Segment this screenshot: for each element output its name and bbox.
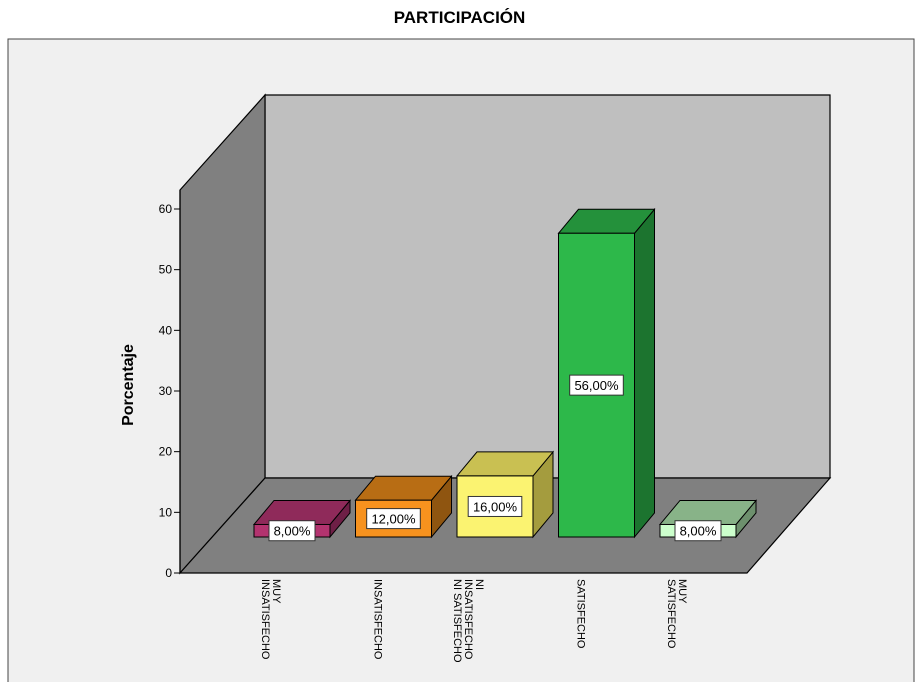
y-tick-label: 50: [159, 263, 173, 277]
data-label-box: [674, 520, 722, 542]
data-label: 8,00%: [274, 524, 311, 539]
x-tick-label: SATISFECHO: [575, 579, 587, 649]
data-label-box: [366, 508, 421, 530]
x-tick-label: INSATISFECHO: [372, 579, 384, 660]
y-tick-label: 40: [159, 323, 173, 337]
data-label-box: [268, 520, 316, 542]
y-axis-label: Porcentaje: [120, 344, 137, 426]
y-tick-label: 10: [159, 505, 173, 519]
x-tick-label: NI SATISFECHO: [451, 579, 463, 663]
data-label-box: [467, 495, 523, 517]
data-label: 8,00%: [680, 524, 717, 539]
bar: 8,00%: [658, 499, 758, 542]
bar: 56,00%: [557, 207, 656, 539]
data-label-box: [569, 374, 624, 396]
bar: 8,00%: [252, 499, 352, 542]
data-label: 56,00%: [574, 378, 619, 393]
data-label: 12,00%: [371, 512, 416, 527]
y-tick-label: 60: [159, 202, 173, 216]
back-wall: [264, 94, 831, 479]
bar: 12,00%: [354, 474, 453, 539]
x-tick-label: MUY: [676, 579, 688, 604]
y-tick-label: 30: [159, 384, 173, 398]
bars: 8,00% 12,00% 16,00% 56,00% 8,00%: [252, 207, 758, 542]
y-axis: 0 10 20 30 40 50 60: [159, 190, 181, 580]
bar: 16,00%: [455, 450, 555, 539]
x-tick-label: SATISFECHO: [665, 579, 677, 649]
y-tick-label: 20: [159, 445, 173, 459]
data-label: 16,00%: [473, 499, 518, 514]
x-tick-label: NI: [473, 579, 485, 590]
x-tick-label: MUY: [270, 579, 282, 604]
y-tick-label: 0: [165, 566, 172, 580]
chart-title: PARTICIPACIÓN: [393, 8, 526, 27]
x-tick-label: INSATISFECHO: [462, 579, 474, 660]
x-tick-label: INSATISFECHO: [259, 579, 271, 660]
bar-side: [634, 207, 655, 539]
